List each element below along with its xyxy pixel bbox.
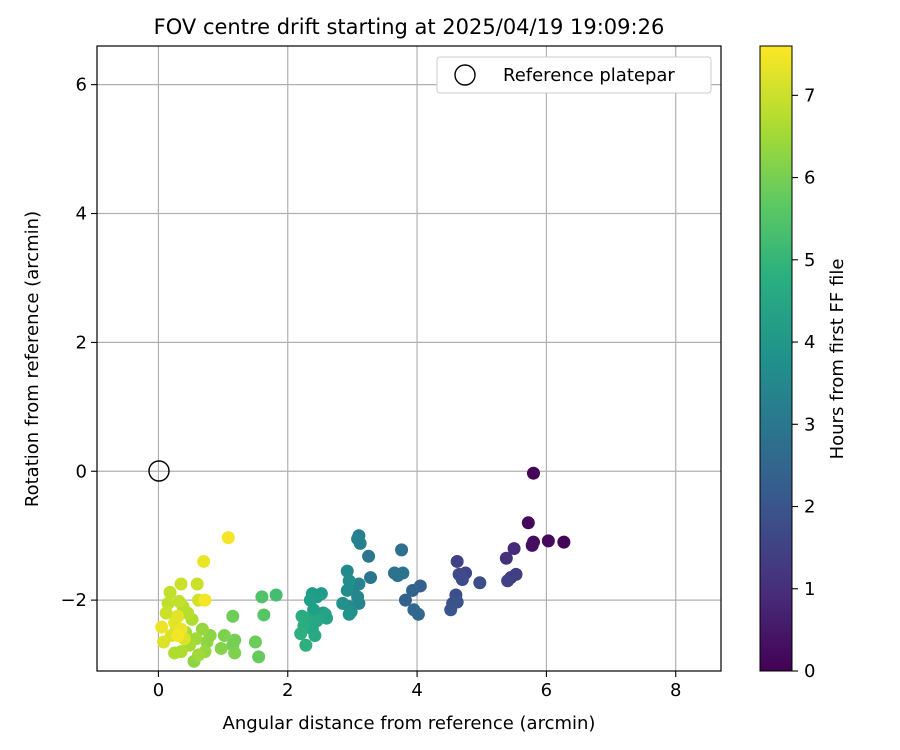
data-point [452,567,466,581]
x-tick-label: 8 [670,680,681,701]
data-point [398,593,412,607]
chart-title: FOV centre drift starting at 2025/04/19 … [154,15,665,39]
x-tick-label: 2 [282,680,293,701]
data-point [364,571,378,585]
data-point [395,543,409,557]
data-point [163,585,177,599]
legend-marker-icon [454,64,476,86]
colorbar-tick-label: 5 [804,250,815,271]
data-point [340,564,354,578]
plot-frame [96,45,722,672]
x-tick-label: 4 [411,680,422,701]
data-point [541,534,555,548]
colorbar-label: Hours from first FF file [827,259,848,460]
data-point [295,609,309,623]
data-point [444,603,458,617]
data-point [499,551,513,565]
data-point [221,531,235,545]
data-point [161,596,175,610]
data-point [450,554,464,568]
data-point [172,594,186,608]
data-point [269,588,283,602]
data-point [174,577,188,591]
data-point [351,532,365,546]
data-point [396,566,410,580]
x-tick-label: 6 [541,680,552,701]
data-point [411,607,425,621]
data-point [406,583,420,597]
data-point [526,466,540,480]
data-point [525,538,539,552]
legend-box [436,56,712,94]
colorbar-tick-label: 7 [804,85,815,106]
x-tick-label: 0 [153,680,164,701]
data-point [521,516,535,530]
data-point [192,648,206,662]
y-axis-label: Rotation from reference (arcmin) [22,211,43,507]
data-point [257,608,271,622]
y-tick-label: −2 [60,590,87,611]
data-point [507,542,521,556]
data-point [157,635,171,649]
data-point [198,593,212,607]
colorbar-tick-label: 6 [804,168,815,189]
y-tick-label: 6 [76,75,87,96]
colorbar-tick-label: 2 [804,497,815,518]
x-axis-label: Angular distance from reference (arcmin) [223,713,596,734]
x-axis-ticks: 0 2 4 6 8 [153,671,681,701]
data-point [342,607,356,621]
data-point [195,622,209,636]
data-points [155,466,571,668]
data-point [190,577,204,591]
reference-platepar-marker [148,460,170,482]
data-point [155,620,169,634]
colorbar: 0 1 2 3 4 5 6 7 Hours from first FF file [759,45,848,682]
colorbar-tick-label: 4 [804,332,815,353]
colorbar-tick-label: 3 [804,414,815,435]
data-point [501,574,515,588]
colorbar-ticks: 0 1 2 3 4 5 6 7 [792,85,815,682]
data-point [473,576,487,590]
colorbar-gradient [759,45,793,672]
data-point [171,629,185,643]
legend-label: Reference platepar [503,65,675,86]
data-point [197,554,211,568]
data-point [557,535,571,549]
data-point [217,629,231,643]
y-axis-ticks: −2 0 2 4 6 [60,75,97,611]
data-point [294,627,308,641]
data-point [168,646,182,660]
data-point [342,574,356,588]
data-point [336,596,350,610]
colorbar-tick-label: 0 [804,661,815,682]
data-point [299,638,313,652]
data-point [307,603,321,617]
data-point [226,609,240,623]
data-point [214,641,228,655]
colorbar-tick-label: 1 [804,579,815,600]
grid-lines [97,46,721,671]
data-point [248,635,262,649]
data-point [340,583,354,597]
y-tick-label: 0 [76,461,87,482]
data-point [228,646,242,660]
legend: Reference platepar [436,56,712,94]
y-tick-label: 4 [76,204,87,225]
data-point [255,590,269,604]
data-point [159,606,173,620]
data-point [362,549,376,563]
y-tick-label: 2 [76,332,87,353]
data-point [252,650,266,664]
data-point [308,629,322,643]
